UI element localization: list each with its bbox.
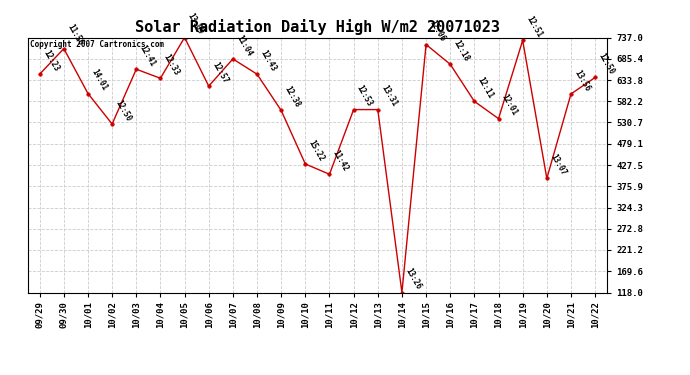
- Text: 11:42: 11:42: [331, 148, 351, 173]
- Text: 12:43: 12:43: [259, 48, 278, 73]
- Text: 12:50: 12:50: [597, 51, 616, 76]
- Text: 13:26: 13:26: [404, 267, 423, 291]
- Text: 11:56: 11:56: [66, 23, 85, 47]
- Text: 12:06: 12:06: [428, 19, 447, 43]
- Text: 14:01: 14:01: [90, 68, 109, 92]
- Text: 12:53: 12:53: [355, 84, 375, 108]
- Text: 13:09: 13:09: [186, 12, 206, 36]
- Text: 12:33: 12:33: [162, 53, 181, 77]
- Title: Solar Radiation Daily High W/m2 20071023: Solar Radiation Daily High W/m2 20071023: [135, 19, 500, 35]
- Text: 13:56: 13:56: [573, 68, 592, 93]
- Text: 12:01: 12:01: [500, 93, 520, 117]
- Text: 12:57: 12:57: [210, 60, 230, 85]
- Text: 13:31: 13:31: [380, 84, 399, 108]
- Text: 15:22: 15:22: [307, 138, 326, 163]
- Text: 12:23: 12:23: [41, 48, 61, 73]
- Text: 12:51: 12:51: [524, 15, 544, 39]
- Text: 12:50: 12:50: [114, 98, 133, 123]
- Text: 12:38: 12:38: [283, 84, 302, 109]
- Text: Copyright 2007 Cartronics.com: Copyright 2007 Cartronics.com: [30, 40, 165, 49]
- Text: 12:18: 12:18: [452, 38, 471, 63]
- Text: 12:41: 12:41: [138, 43, 157, 68]
- Text: 13:07: 13:07: [549, 153, 568, 177]
- Text: 11:04: 11:04: [235, 33, 254, 57]
- Text: 12:11: 12:11: [476, 75, 495, 100]
